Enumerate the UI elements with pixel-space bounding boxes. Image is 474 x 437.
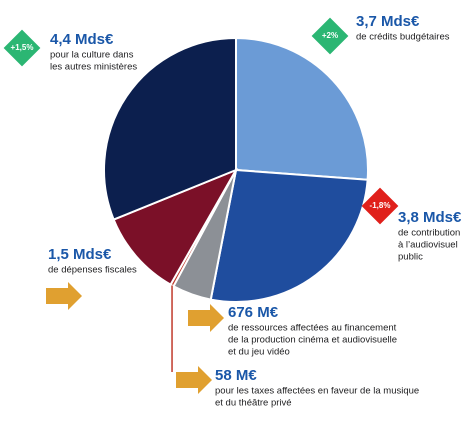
description: pour les taxes affectées en faveur de la… xyxy=(215,386,419,397)
value-label: 4,4 Mds€ xyxy=(50,31,114,48)
pie-slice xyxy=(209,168,369,303)
value-label: 676 M€ xyxy=(228,304,279,321)
description: de contribution xyxy=(398,228,460,239)
arrow xyxy=(46,282,82,310)
change-badge xyxy=(3,29,41,67)
description: de ressources affectées au financement xyxy=(228,323,397,334)
value-label: 58 M€ xyxy=(215,367,257,384)
arrow xyxy=(176,366,212,394)
description: pour la culture dans xyxy=(50,50,134,61)
change-badge xyxy=(361,187,399,225)
change-label: +1,5% xyxy=(11,43,34,52)
value-label: 3,7 Mds€ xyxy=(356,13,420,30)
description: de dépenses fiscales xyxy=(48,265,137,276)
description: les autres ministères xyxy=(50,62,137,73)
pie-slice xyxy=(112,167,239,286)
description: et du jeu vidéo xyxy=(228,347,290,358)
description: et du théâtre privé xyxy=(215,398,292,409)
pie-slice xyxy=(235,36,369,181)
change-label: +2% xyxy=(322,31,338,40)
arrow xyxy=(188,304,224,332)
value-label: 3,8 Mds€ xyxy=(398,209,462,226)
description: de crédits budgétaires xyxy=(356,32,450,43)
change-label: -1,8% xyxy=(370,201,391,210)
description: de la production cinéma et audiovisuelle xyxy=(228,335,397,346)
value-label: 1,5 Mds€ xyxy=(48,246,112,263)
pie-slice xyxy=(103,36,237,221)
description: public xyxy=(398,252,423,263)
description: à l’audiovisuel xyxy=(398,240,458,251)
change-badge xyxy=(311,17,349,55)
